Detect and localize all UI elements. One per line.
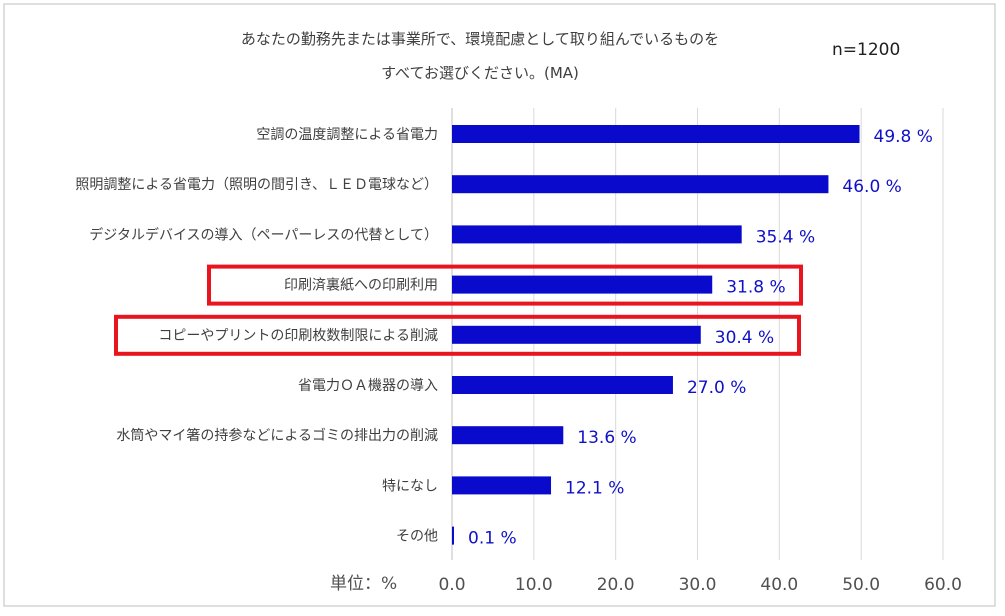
highlight-box xyxy=(114,314,801,356)
category-label: デジタルデバイスの導入（ペーパーレスの代替として） xyxy=(89,226,438,243)
data-label: 13.6 % xyxy=(577,428,636,448)
chart-title-line-1: あなたの勤務先または事業所で、環境配慮として取り組んでいるものを xyxy=(241,30,719,48)
category-label: 空調の温度調整による省電力 xyxy=(256,127,438,143)
x-tick-label: 10.0 xyxy=(515,575,553,595)
data-label: 12.1 % xyxy=(565,478,624,498)
data-label: 49.8 % xyxy=(874,127,933,147)
data-label: 35.4 % xyxy=(756,227,815,247)
highlight-box xyxy=(207,264,803,306)
x-tick-label: 50.0 xyxy=(842,575,880,595)
bar-layer xyxy=(452,125,860,545)
unit-label: 単位：% xyxy=(330,574,397,594)
category-label: 照明調整による省電力（照明の間引き、ＬＥＤ電球など） xyxy=(75,177,438,193)
bar xyxy=(452,476,552,495)
bar xyxy=(452,125,860,143)
data-label: 46.0 % xyxy=(842,177,901,197)
category-label: コピーやプリントの印刷枚数制限による削減 xyxy=(158,327,438,344)
data-label: 31.8 % xyxy=(726,278,785,298)
bar xyxy=(452,526,454,545)
x-tick-label: 20.0 xyxy=(597,575,635,595)
chart-title-line-2: すべてお選びください。(MA) xyxy=(381,64,579,82)
label-layer: 0.0 10.0 20.0 30.0 40.0 50.0 60.0 空調の温度調整による省電力… xyxy=(75,127,962,595)
data-label: 27.0 % xyxy=(687,378,746,398)
bar xyxy=(452,325,701,344)
category-label: 水筒やマイ箸の持参などによるゴミの排出力の削減 xyxy=(116,427,438,444)
category-label: 印刷済裏紙への印刷利用 xyxy=(284,277,438,294)
category-label: 特になし xyxy=(382,478,438,494)
x-tick-label: 30.0 xyxy=(679,575,717,595)
x-tick-label: 40.0 xyxy=(760,575,798,595)
category-label: その他 xyxy=(396,529,438,545)
bar xyxy=(452,225,742,244)
data-label: 0.1 % xyxy=(468,529,517,549)
category-label: 省電力ＯＡ機器の導入 xyxy=(298,378,438,394)
x-tick-label: 60.0 xyxy=(924,575,962,595)
bar xyxy=(452,275,713,294)
sample-size-label: n=1200 xyxy=(832,40,900,60)
x-tick-label: 0.0 xyxy=(438,575,465,595)
data-label: 30.4 % xyxy=(715,328,774,348)
bar xyxy=(452,426,564,445)
bar xyxy=(452,175,829,194)
bar xyxy=(452,376,673,394)
